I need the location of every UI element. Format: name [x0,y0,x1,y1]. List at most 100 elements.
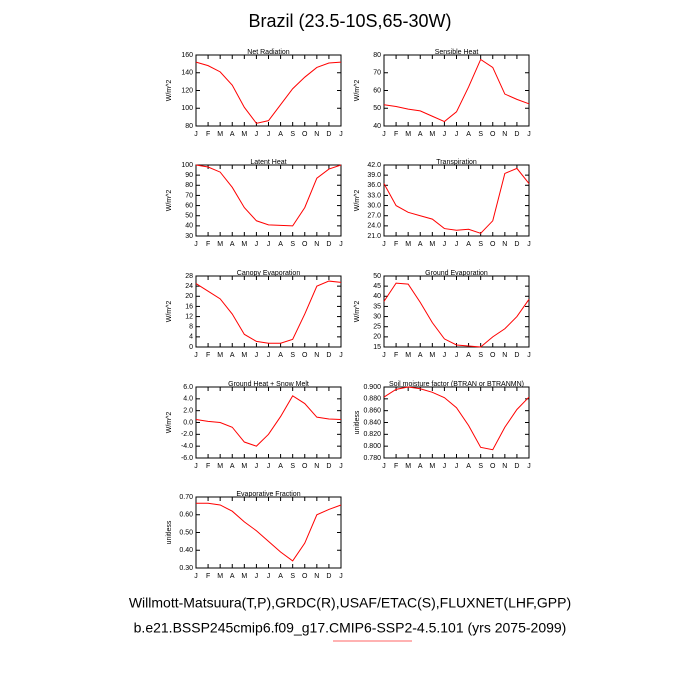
y-tick-label: 80 [185,182,193,189]
y-tick-label: -4.0 [181,443,193,450]
x-tick-label: O [302,463,308,470]
x-tick-label: S [290,131,295,138]
x-tick-label: D [326,241,331,248]
y-tick-label: 0.30 [179,565,193,572]
x-tick-label: F [394,241,398,248]
y-tick-label: 24 [185,283,193,290]
x-tick-label: N [314,573,319,580]
x-tick-label: J [382,241,386,248]
footer-line: b.e21.BSSP245cmip6.f09_g17.CMIP6-SSP2-4.… [134,620,567,636]
y-tick-label: 39.0 [367,172,381,179]
y-tick-label: 0.820 [363,431,381,438]
x-tick-label: M [217,352,223,359]
x-tick-label: J [339,463,343,470]
x-tick-label: A [466,463,471,470]
x-tick-label: J [527,241,531,248]
x-tick-label: A [230,352,235,359]
x-tick-label: J [455,131,459,138]
y-axis-label: W/m^2 [354,190,361,212]
y-tick-label: 40 [185,223,193,230]
x-tick-label: S [478,241,483,248]
x-tick-label: M [241,241,247,248]
x-tick-label: J [443,352,447,359]
panel-title: Net Radiation [247,49,290,56]
y-tick-label: 28 [185,273,193,280]
y-tick-label: 60 [373,87,381,94]
y-tick-label: 4.0 [183,396,193,403]
y-tick-label: 0.0 [183,419,193,426]
x-tick-label: D [514,352,519,359]
x-tick-label: S [290,352,295,359]
x-tick-label: J [194,573,198,580]
plot-frame [195,275,342,348]
plot-frame [383,54,530,127]
x-tick-label: M [241,352,247,359]
data-line [195,164,342,227]
y-tick-label: 36.0 [367,182,381,189]
x-tick-label: D [514,463,519,470]
x-tick-label: M [217,131,223,138]
x-tick-label: N [502,352,507,359]
y-tick-label: 6.0 [183,384,193,391]
y-tick-label: 0 [189,344,193,351]
x-tick-label: M [405,463,411,470]
y-tick-label: 0.800 [363,443,381,450]
x-tick-label: O [302,573,308,580]
plot-frame [195,496,342,569]
x-tick-label: J [443,463,447,470]
y-tick-label: 0.860 [363,408,381,415]
x-tick-label: J [255,463,259,470]
y-tick-label: 8 [189,324,193,331]
x-tick-label: O [302,131,308,138]
y-axis-label: W/m^2 [354,301,361,323]
x-tick-label: A [278,131,283,138]
x-tick-label: J [527,463,531,470]
data-line [195,395,342,447]
x-tick-label: O [490,352,496,359]
x-tick-label: J [267,573,271,580]
x-tick-label: F [394,131,398,138]
data-line [195,280,342,344]
x-tick-label: F [206,131,210,138]
x-tick-label: J [455,352,459,359]
x-tick-label: O [302,352,308,359]
y-tick-label: 4 [189,334,193,341]
y-tick-label: 90 [185,172,193,179]
x-tick-label: F [394,352,398,359]
x-tick-label: N [314,241,319,248]
panel-title: Latent Heat [250,159,286,166]
x-tick-label: J [194,131,198,138]
x-tick-label: J [382,463,386,470]
x-tick-label: J [339,131,343,138]
x-tick-label: J [382,352,386,359]
x-tick-label: S [290,573,295,580]
x-tick-label: J [267,241,271,248]
x-tick-label: J [194,352,198,359]
x-tick-label: M [405,131,411,138]
x-tick-label: D [514,241,519,248]
y-tick-label: 140 [181,70,193,77]
y-tick-label: -2.0 [181,431,193,438]
x-tick-label: A [418,352,423,359]
y-axis-label: W/m^2 [166,412,173,434]
panel-title: Ground Heat + Snow Melt [228,381,309,388]
y-tick-label: 70 [373,70,381,77]
x-tick-label: J [339,352,343,359]
x-tick-label: A [466,352,471,359]
x-tick-label: N [314,131,319,138]
y-tick-label: 30 [185,233,193,240]
y-tick-label: 160 [181,52,193,59]
y-tick-label: 2.0 [183,408,193,415]
x-tick-label: F [206,573,210,580]
y-axis-label: W/m^2 [166,80,173,102]
y-tick-label: 100 [181,162,193,169]
x-tick-label: N [502,463,507,470]
y-tick-label: 0.60 [179,512,193,519]
plot-frame [383,164,530,237]
x-tick-label: N [502,131,507,138]
y-tick-label: 0.40 [179,547,193,554]
x-tick-label: O [490,463,496,470]
plot-frame [195,164,342,237]
x-tick-label: A [278,241,283,248]
x-tick-label: A [230,131,235,138]
